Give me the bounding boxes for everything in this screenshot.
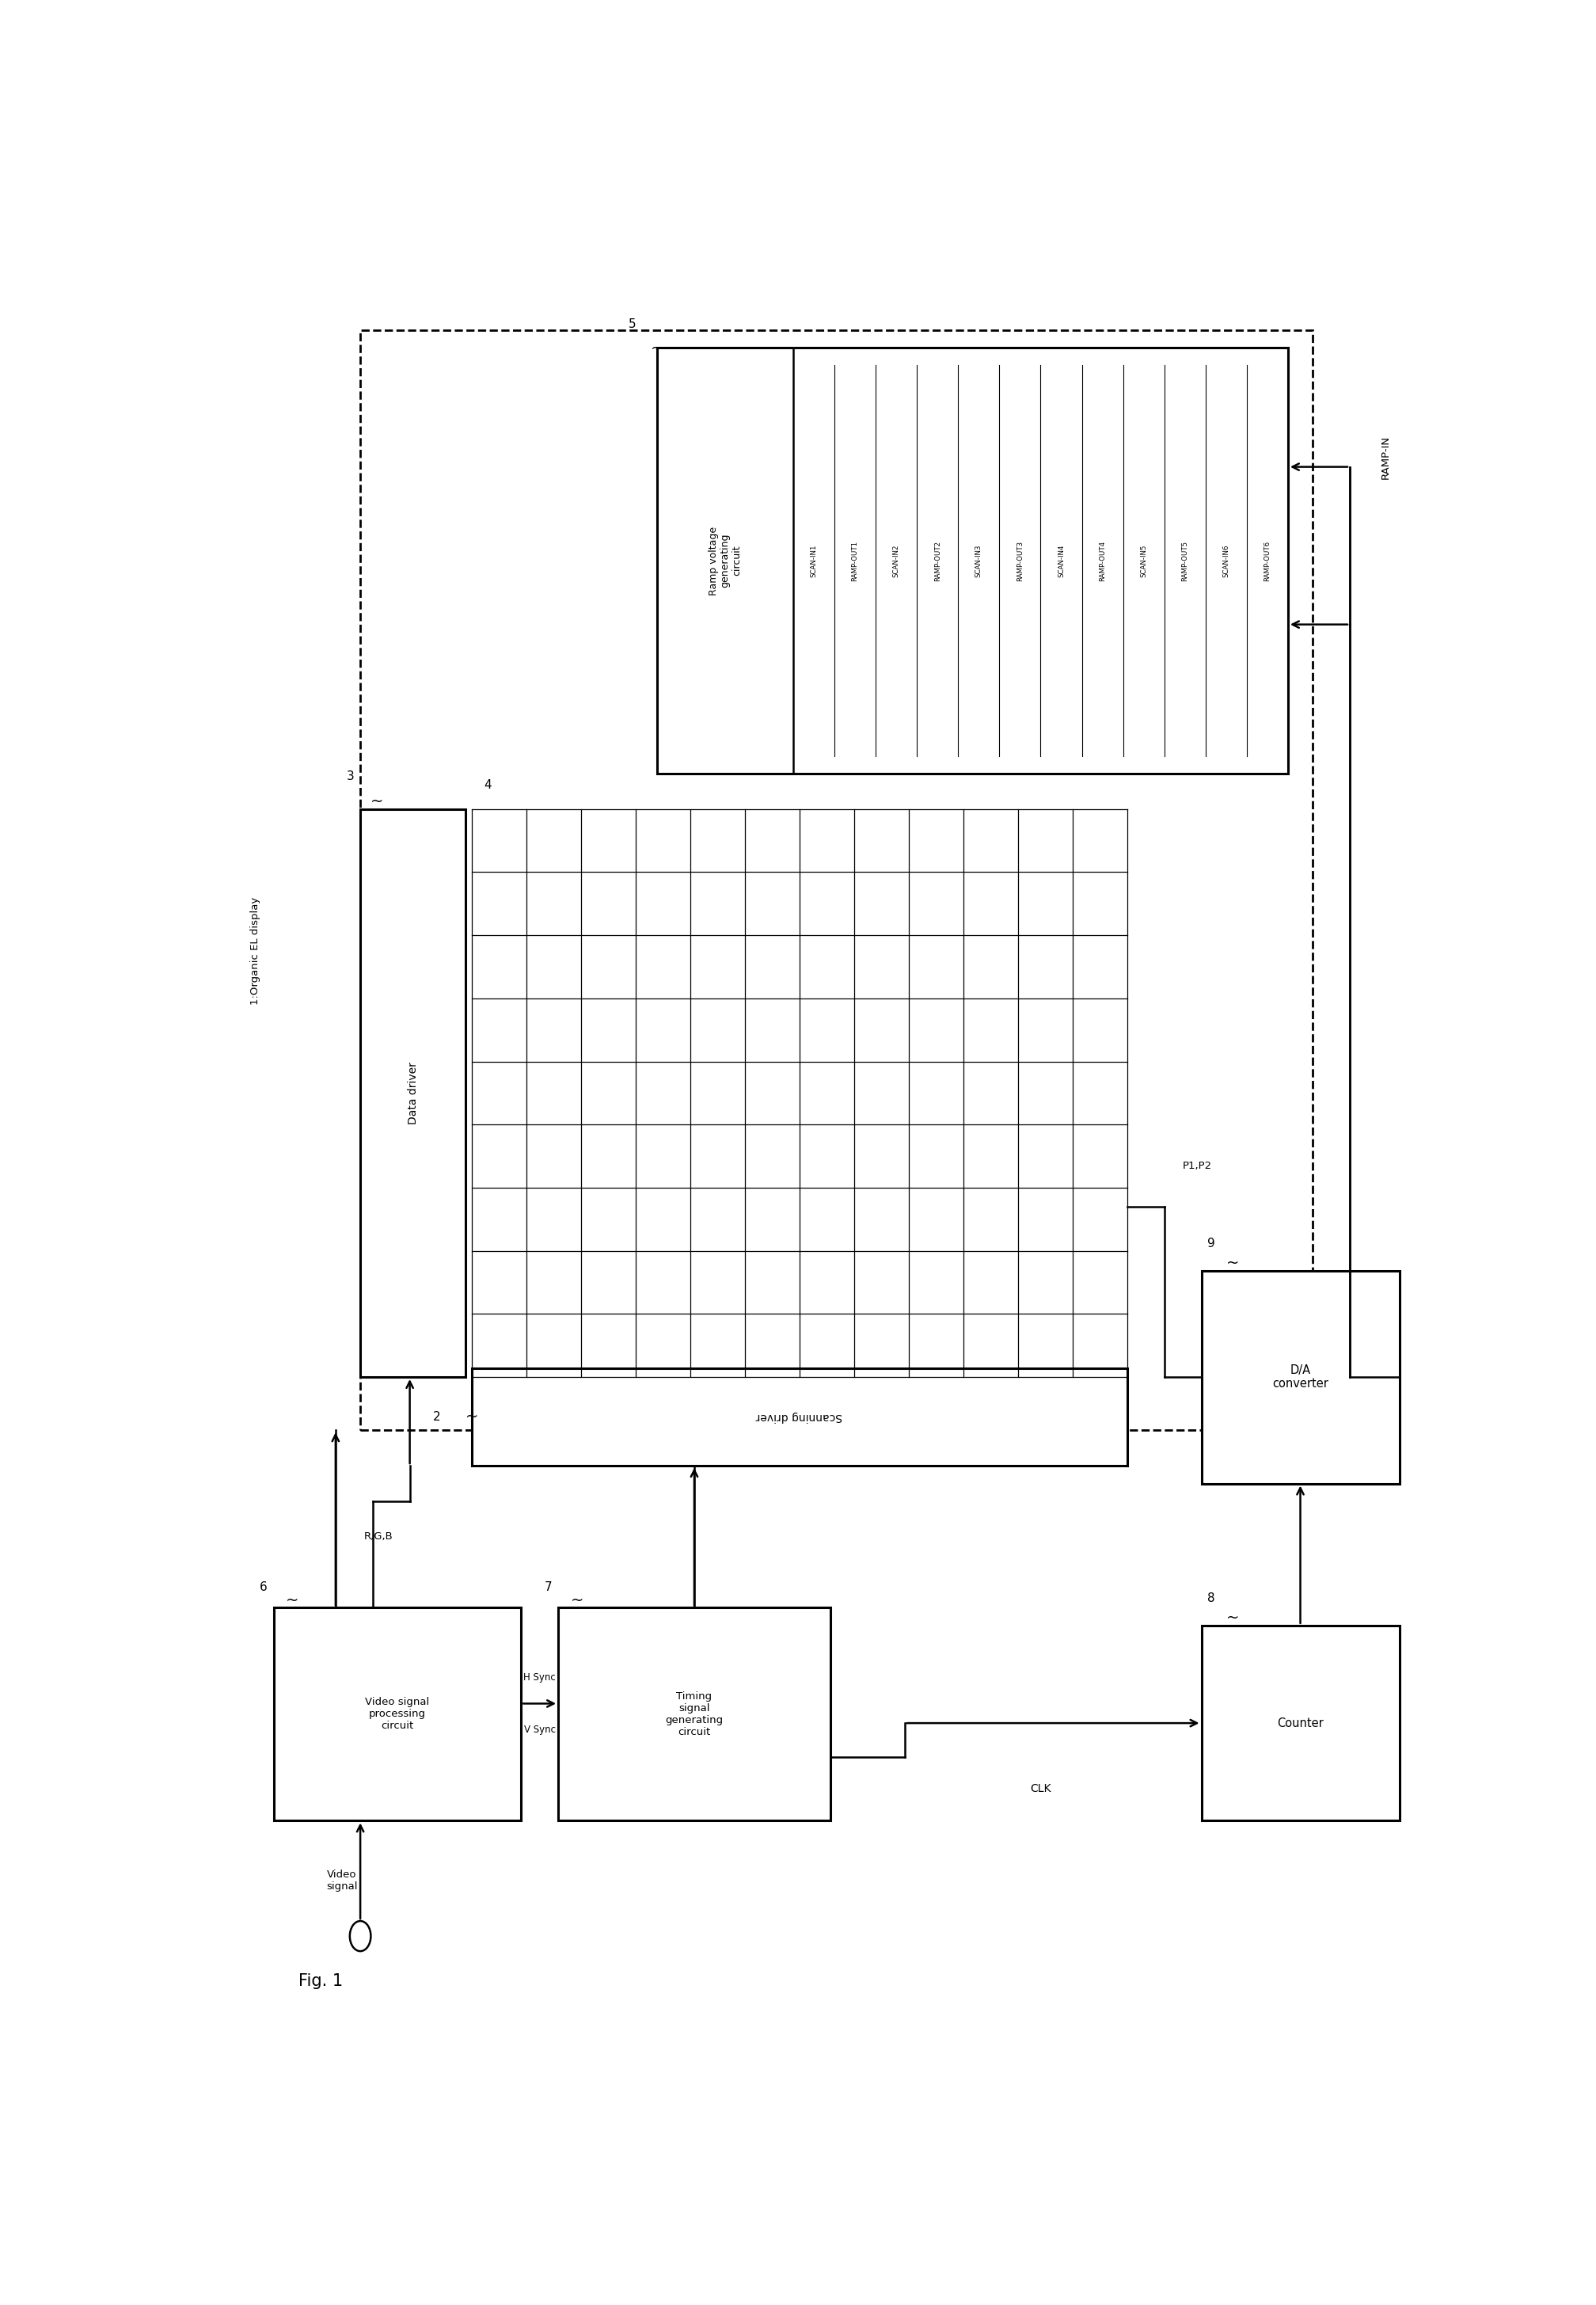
Text: ~: ~ (571, 1593, 584, 1609)
Text: Ramp voltage
generating
circuit: Ramp voltage generating circuit (709, 526, 742, 595)
Text: Video
signal: Video signal (326, 1869, 358, 1892)
Text: R,G,B: R,G,B (364, 1531, 393, 1542)
Text: 2: 2 (433, 1411, 440, 1422)
Text: SCAN-IN1: SCAN-IN1 (811, 544, 817, 576)
Text: SCAN-IN2: SCAN-IN2 (892, 544, 900, 576)
Text: Timing
signal
generating
circuit: Timing signal generating circuit (666, 1692, 723, 1738)
Text: RAMP-OUT4: RAMP-OUT4 (1100, 539, 1106, 581)
Text: Data driver: Data driver (407, 1063, 418, 1125)
Text: Counter: Counter (1277, 1717, 1323, 1729)
Text: 6: 6 (260, 1581, 268, 1593)
Text: SCAN-IN4: SCAN-IN4 (1058, 544, 1065, 576)
Text: RAMP-OUT2: RAMP-OUT2 (934, 539, 942, 581)
Bar (1202, 1625, 1400, 1821)
Text: 3: 3 (346, 770, 354, 781)
Bar (361, 809, 466, 1376)
Text: Fig. 1: Fig. 1 (298, 1973, 343, 1989)
Bar (559, 1609, 830, 1821)
Text: D/A
converter: D/A converter (1272, 1365, 1328, 1390)
Text: RAMP-OUT6: RAMP-OUT6 (1264, 539, 1270, 581)
Text: Scanning driver: Scanning driver (757, 1411, 843, 1422)
Text: SCAN-IN6: SCAN-IN6 (1223, 544, 1229, 576)
Text: 7: 7 (544, 1581, 552, 1593)
Text: ~: ~ (1226, 1611, 1238, 1625)
Bar (275, 1609, 520, 1821)
Text: SCAN-IN3: SCAN-IN3 (975, 544, 982, 576)
Text: ~: ~ (286, 1593, 298, 1609)
Bar (472, 1369, 1127, 1466)
Text: RAMP-IN: RAMP-IN (1381, 436, 1392, 479)
Text: RAMP-OUT1: RAMP-OUT1 (852, 539, 859, 581)
Text: 9: 9 (1208, 1238, 1215, 1249)
Text: 5: 5 (629, 318, 637, 330)
Text: CLK: CLK (1029, 1784, 1052, 1796)
Bar (658, 348, 1288, 774)
Text: ~: ~ (651, 341, 664, 357)
Text: P1,P2: P1,P2 (1183, 1162, 1213, 1171)
Text: ~: ~ (466, 1408, 479, 1424)
Text: 4: 4 (484, 779, 492, 791)
Text: ~: ~ (370, 793, 383, 809)
Bar (1202, 1270, 1400, 1484)
Text: SCAN-IN5: SCAN-IN5 (1140, 544, 1148, 576)
Text: ~: ~ (1226, 1256, 1238, 1270)
Text: RAMP-OUT3: RAMP-OUT3 (1017, 539, 1023, 581)
Text: RAMP-OUT5: RAMP-OUT5 (1181, 539, 1189, 581)
Text: 1:Organic EL display: 1:Organic EL display (251, 897, 260, 1005)
Text: Video signal
processing
circuit: Video signal processing circuit (365, 1696, 429, 1731)
Text: V Sync: V Sync (523, 1724, 555, 1736)
Bar (361, 330, 1312, 1429)
Text: H Sync: H Sync (523, 1671, 555, 1683)
Text: 8: 8 (1208, 1593, 1215, 1604)
